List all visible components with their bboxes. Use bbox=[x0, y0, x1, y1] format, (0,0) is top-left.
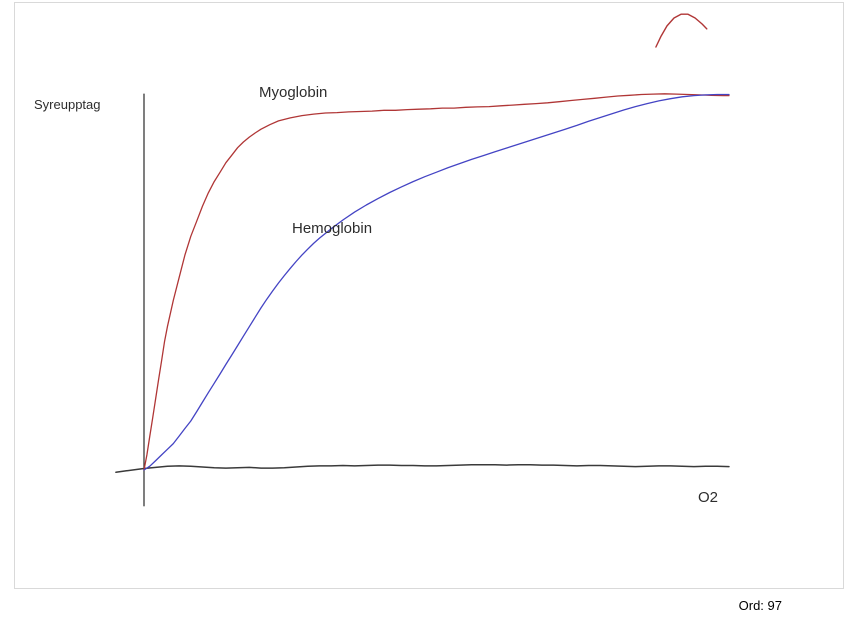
oxygen-binding-chart bbox=[115, 13, 730, 507]
hemoglobin-curve-label: Hemoglobin bbox=[292, 220, 373, 237]
drawing-canvas[interactable]: Syreupptag Myoglobin Hemoglobin O2 bbox=[14, 2, 844, 589]
myoglobin-curve bbox=[143, 93, 730, 471]
y-axis-label: Syreupptag bbox=[34, 97, 101, 112]
stray-pen-mark bbox=[655, 13, 708, 48]
myoglobin-curve-label: Myoglobin bbox=[259, 84, 328, 101]
hemoglobin-curve bbox=[143, 93, 730, 471]
x-axis-line bbox=[115, 463, 730, 474]
x-axis-label: O2 bbox=[698, 489, 719, 506]
word-count: Ord: 97 bbox=[738, 598, 782, 613]
